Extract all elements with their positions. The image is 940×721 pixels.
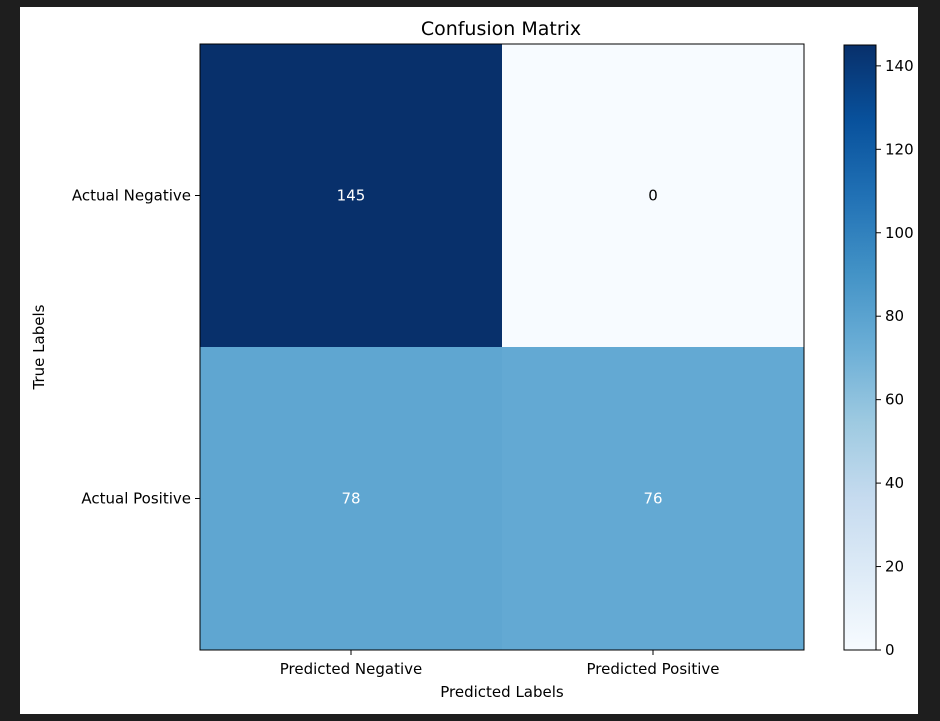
x-axis-ticks: Predicted Negative Predicted Positive	[280, 650, 720, 678]
colorbar-ticks: 0 20 40 60 80 100 120 140	[876, 57, 914, 659]
heatmap-cell-labels: 145 0 78 76	[337, 187, 663, 508]
y-tick-label: Actual Positive	[81, 490, 191, 508]
heatmap-cell-r1-c1	[502, 347, 804, 650]
colorbar-tick-label: 40	[885, 474, 904, 492]
y-axis-label: True Labels	[30, 304, 48, 390]
colorbar-tick-label: 60	[885, 391, 904, 409]
colorbar-tick-label: 0	[885, 641, 895, 659]
chart-title: Confusion Matrix	[421, 18, 581, 40]
heatmap-cell-r0-c1	[502, 44, 804, 347]
heatmap-cell-r0-c0	[200, 44, 502, 347]
plot-frame	[199, 43, 805, 651]
colorbar-tick-label: 120	[885, 140, 914, 158]
colorbar-tick-label: 80	[885, 307, 904, 325]
cell-value-r0-c1: 0	[648, 187, 658, 205]
x-tick-label: Predicted Positive	[586, 660, 719, 678]
colorbar-tick-label: 20	[885, 558, 904, 576]
heatmap-cell-r1-c0	[200, 347, 502, 650]
colorbar	[843, 44, 877, 651]
colorbar-tick-label: 100	[885, 224, 914, 242]
cell-value-r0-c0: 145	[337, 187, 366, 205]
x-axis-label: Predicted Labels	[440, 683, 564, 701]
cell-value-r1-c0: 78	[341, 490, 360, 508]
heatmap-cells	[200, 44, 804, 650]
cell-value-r1-c1: 76	[643, 490, 662, 508]
colorbar-tick-label: 140	[885, 57, 914, 75]
figure-canvas: Confusion Matrix 145 0 78 76 Predicted Nega…	[20, 7, 918, 714]
confusion-matrix-chart: Confusion Matrix 145 0 78 76 Predicted Nega…	[30, 18, 914, 701]
y-tick-label: Actual Negative	[72, 187, 191, 205]
y-axis-ticks: Actual Negative Actual Positive	[72, 187, 200, 508]
x-tick-label: Predicted Negative	[280, 660, 423, 678]
